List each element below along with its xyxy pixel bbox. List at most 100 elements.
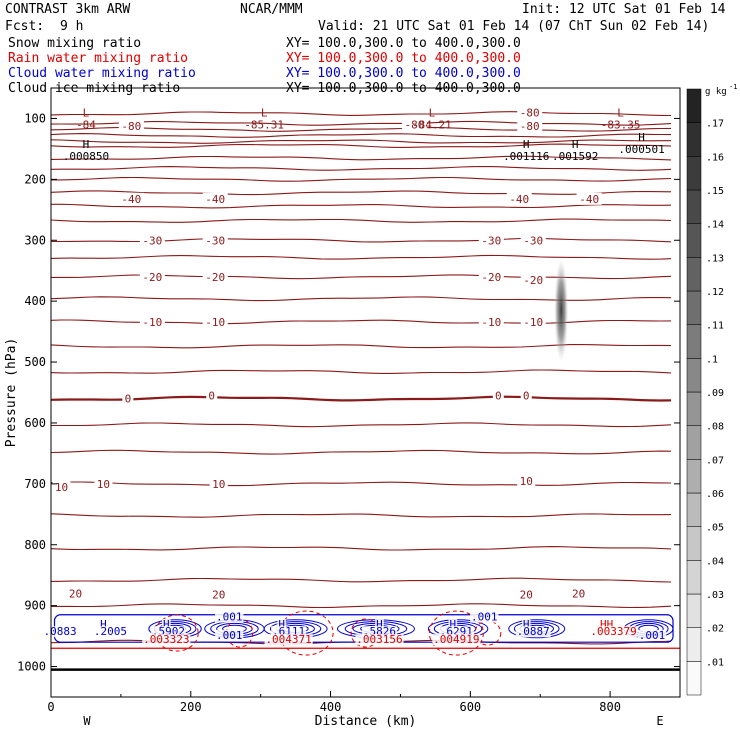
y-tick-label-8: 900 (24, 599, 46, 613)
isotherm-line-22 (50, 481, 672, 487)
colorbar-swatch-0 (686, 661, 702, 696)
colorbar-label-11: .12 (706, 287, 724, 298)
colorbar-label-0: .01 (706, 657, 724, 668)
isotherm-line-4 (50, 139, 671, 144)
field-snow-name: Snow mixing ratio (8, 36, 142, 51)
isotherm-line-19 (50, 395, 672, 402)
isotherm-line-17 (50, 344, 672, 349)
isotherm-line-6 (50, 155, 672, 161)
extremum-value-1: -85.31 (244, 118, 284, 131)
colorbar-label-10: .11 (706, 321, 724, 332)
cloud-label-bg-3 (162, 618, 171, 630)
cloud-label-bg-9 (271, 626, 307, 638)
cloud-label-bg-18 (521, 618, 531, 630)
contour-label-21: 0 (208, 390, 215, 403)
cloud-label-bg-4 (150, 626, 186, 638)
cloud-label-bg-12 (361, 626, 397, 638)
extremum-marker-1: L (261, 106, 268, 119)
contour-label-16: -10 (142, 316, 162, 329)
contour-label-0: -80 (121, 120, 141, 133)
contour-label-bg-29 (209, 588, 228, 601)
isotherm-line-18 (50, 369, 672, 374)
contour-label-bg-6 (506, 192, 532, 205)
colorbar-label-14: .15 (706, 186, 724, 197)
extremum-marker-7: H (638, 131, 645, 144)
cloud-label-bg-11 (375, 618, 384, 630)
contour-label-18: -10 (481, 316, 501, 329)
contour-label-26: 10 (212, 478, 225, 491)
extremum-marker-5: H (523, 138, 530, 151)
cloud-label-17: .001 (471, 611, 498, 624)
isotherm-line-1 (50, 120, 672, 126)
y-axis-label: Pressure (hPa) (4, 338, 19, 448)
contour-label-25: 10 (97, 478, 110, 491)
x-tick-label-1: 200 (180, 700, 202, 714)
y-tick-label-4: 500 (24, 355, 46, 369)
contour-label-4: -40 (121, 193, 141, 206)
colorbar-swatch-11 (686, 290, 702, 325)
y-tick-label-1: 200 (24, 172, 46, 186)
contour-label-bg-18 (478, 315, 504, 328)
forecast-label: Fcst: (5, 19, 45, 34)
contour-label-29: 20 (212, 589, 225, 602)
contour-label-bg-9 (202, 234, 228, 247)
contour-label-bg-17 (202, 315, 228, 328)
contour-label-bg-3 (517, 119, 543, 132)
contour-label-bg-8 (139, 234, 165, 247)
init-time: Init: 12 UTC Sat 01 Feb 14 (522, 2, 726, 17)
contour-label-bg-5 (202, 192, 228, 205)
colorbar-swatch-16 (686, 122, 702, 157)
contour-label-bg-1 (401, 118, 427, 131)
field-snow-xy: XY= 100.0,300.0 to 400.0,300.0 (286, 36, 521, 51)
colorbar-label-15: .16 (706, 152, 724, 163)
forecast-hour: 9 h (60, 19, 84, 34)
contour-label-2: -80 (520, 106, 540, 119)
contour-label-bg-22 (492, 389, 504, 402)
cloud-label-8: H (278, 618, 285, 631)
rain-contour-0 (154, 614, 199, 652)
contour-label-31: 20 (572, 587, 585, 600)
cloud-label-bg-19 (515, 626, 551, 638)
contour-label-8: -30 (142, 234, 162, 247)
isotherm-line-7 (50, 165, 672, 171)
contour-label-bg-12 (139, 270, 165, 283)
cloud-label-bg-17 (470, 611, 499, 623)
colorbar-swatch-7 (686, 425, 702, 460)
contour-label-22: 0 (495, 390, 502, 403)
colorbar-label-4: .05 (706, 523, 724, 534)
cloud-label-bg-5 (142, 634, 191, 646)
cloud-label-bg-8 (277, 618, 286, 630)
extremum-value-6: .001592 (552, 150, 598, 163)
extremum-value-3: -83.35 (601, 118, 641, 131)
rain-contour-4 (428, 610, 484, 656)
y-tick-label-0: 100 (24, 111, 46, 125)
cloud-label-1: H (100, 618, 107, 631)
y-tick-label-9: 1000 (17, 660, 46, 674)
cloud-label-bg-10 (264, 634, 313, 646)
cloud-label-13: .003156 (356, 633, 402, 646)
extremum-marker-3: L (617, 106, 624, 119)
contour-label-23: 0 (523, 390, 530, 403)
extremum-marker-2: L (429, 106, 436, 119)
organization: NCAR/MMM (240, 2, 303, 17)
cloud-label-3: H (163, 618, 170, 631)
cloud-label-bg-2 (92, 626, 128, 638)
cloud-label-21: .003379 (590, 625, 636, 638)
cloud-label-2: .2005 (94, 625, 127, 638)
contour-label-20: 0 (125, 393, 132, 406)
contour-label-27: 10 (520, 475, 533, 488)
extremum-value-5: .001116 (503, 150, 549, 163)
colorbar-swatch-15 (686, 156, 702, 191)
colorbar-swatch-8 (686, 391, 702, 426)
contour-label-bg-14 (478, 270, 504, 283)
isotherm-line-0 (50, 111, 672, 117)
cloud-water-contour-5-0 (508, 619, 566, 639)
colorbar-swatch-13 (686, 223, 702, 258)
cloud-label-bg-6 (215, 611, 244, 623)
isotherm-line-3 (50, 133, 672, 138)
contour-label-12: -20 (142, 271, 162, 284)
isotherm-line-20 (51, 422, 672, 428)
isotherm-line-9 (50, 190, 672, 196)
y-tick-label-2: 300 (24, 233, 46, 247)
